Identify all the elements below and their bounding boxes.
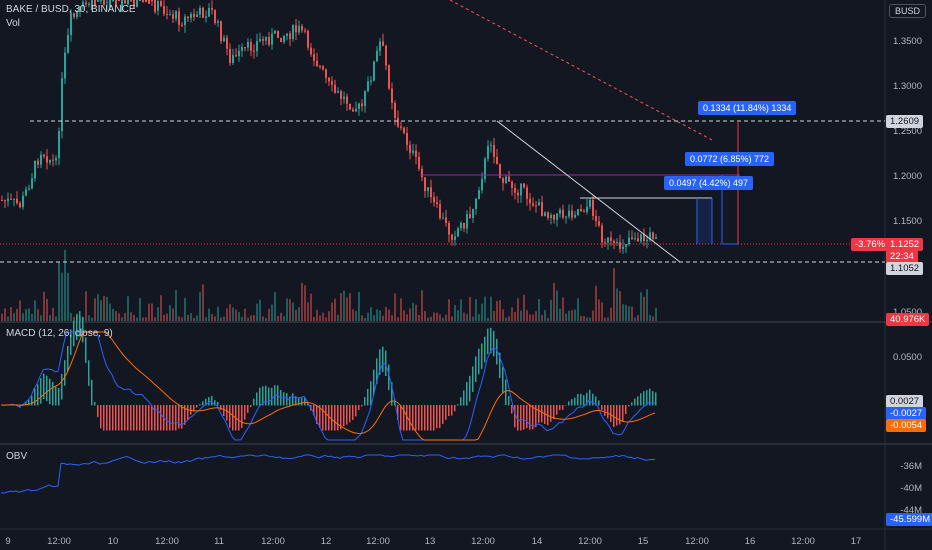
time-axis-label: 12:00 <box>791 536 815 547</box>
macd-title[interactable]: MACD (12, 26, close, 9) <box>6 328 113 339</box>
macd-signal-tag: -0.0054 <box>886 419 927 432</box>
volume-label[interactable]: Vol <box>6 18 20 29</box>
price-axis-label: 1.3500 <box>892 36 922 47</box>
volume-tag: 40.976K <box>886 313 930 326</box>
time-axis-label: 13 <box>424 536 436 547</box>
resistance-price-tag: 1.2609 <box>886 115 924 128</box>
price-axis-label: 1.3000 <box>892 81 922 92</box>
measure-label-2[interactable]: 0.0772 (6.85%) 772 <box>685 152 775 166</box>
obv-pane <box>0 454 656 494</box>
support-price-tag: 1.1052 <box>886 262 924 275</box>
obv-axis-label: -40M <box>900 483 922 494</box>
time-axis-label: 12:00 <box>366 536 390 547</box>
symbol-title[interactable]: BAKE / BUSD, 30, BINANCE <box>6 4 136 15</box>
orange-dashed-trendline <box>449 0 713 141</box>
obv-title[interactable]: OBV <box>6 451 28 462</box>
current-price-tag: 1.1252 <box>886 238 924 251</box>
currency-badge[interactable]: BUSD <box>888 4 926 18</box>
change-percent-tag: -3.76% <box>851 238 890 251</box>
countdown-tag: 22:34 <box>886 250 918 263</box>
time-axis-label: 12:00 <box>155 536 179 547</box>
time-axis-label: 12:00 <box>685 536 709 547</box>
time-axis-label: 12 <box>320 536 332 547</box>
time-axis-label: 17 <box>850 536 862 547</box>
time-axis-label: 10 <box>107 536 119 547</box>
time-axis-label: 9 <box>5 536 11 547</box>
time-axis-label: 12:00 <box>471 536 495 547</box>
time-axis-label: 12:00 <box>578 536 602 547</box>
time-axis-label: 14 <box>531 536 543 547</box>
macd-pane <box>0 311 657 441</box>
measure-label-3[interactable]: 0.0497 (4.42%) 497 <box>664 176 754 190</box>
obv-value-tag: -45.599M <box>886 513 932 526</box>
time-axis-label: 16 <box>744 536 756 547</box>
macd-line-tag: -0.0027 <box>886 407 927 420</box>
drawings-layer <box>0 0 885 263</box>
volume-bars <box>1 250 657 321</box>
macd-axis-label: 0.0500 <box>892 352 922 363</box>
price-axis-label: 1.0500 <box>893 307 922 318</box>
obv-axis-label: -44M <box>900 505 922 516</box>
descending-trendline <box>496 120 681 263</box>
obv-axis-label: -36M <box>900 461 922 472</box>
macd-hist-tag: 0.0027 <box>886 395 924 408</box>
time-axis-label: 12:00 <box>47 536 71 547</box>
time-axis-label: 15 <box>637 536 649 547</box>
price-axis-label: 1.1500 <box>892 216 922 227</box>
time-axis-label: 12:00 <box>261 536 285 547</box>
price-axis-label: 1.2500 <box>892 126 922 137</box>
candlestick-series <box>1 0 657 254</box>
time-axis-label: 11 <box>214 536 224 547</box>
price-axis-label: 1.2000 <box>892 171 922 182</box>
measure-label-1[interactable]: 0.1334 (11.84%) 1334 <box>698 101 797 115</box>
